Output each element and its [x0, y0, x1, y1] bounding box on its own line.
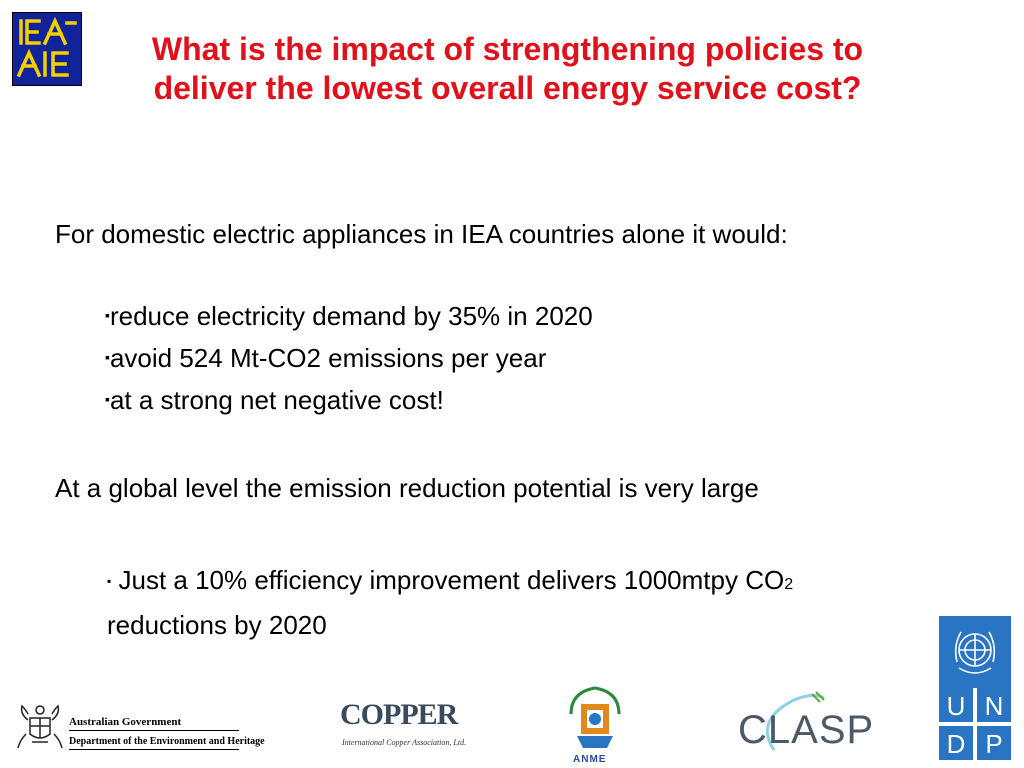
paragraph-global-potential: At a global level the emission reduction…	[55, 473, 759, 503]
copper-subtitle: International Copper Association, Ltd.	[342, 738, 467, 747]
bullet-item-efficiency: ▪ Just a 10% efficiency improvement deli…	[107, 560, 827, 645]
bullet-marker: ▪	[105, 349, 110, 366]
bullet-item: ▪reduce electricity demand by 35% in 202…	[105, 296, 905, 338]
bullet-item: ▪at a strong net negative cost!	[105, 380, 905, 422]
co2-subscript: 2	[784, 576, 794, 593]
anme-wordmark: ANME	[573, 754, 607, 765]
bullet-item: ▪avoid 524 Mt-CO2 emissions per year	[105, 338, 905, 380]
australian-government-logo: Australian Government Department of the …	[14, 700, 265, 754]
bullet-text-a: Just a 10% efficiency improvement delive…	[111, 565, 785, 595]
bullet-list-domestic: ▪reduce electricity demand by 35% in 202…	[105, 296, 905, 422]
anme-logo: ANME	[555, 684, 635, 766]
anme-emblem-icon	[569, 686, 621, 748]
slide-title: What is the impact of strengthening poli…	[151, 31, 864, 106]
bullet-marker: ▪	[107, 574, 112, 588]
iea-logo	[12, 12, 82, 86]
bullet-text: reduce electricity demand by 35% in 2020	[109, 301, 593, 331]
clasp-swoosh-icon	[765, 691, 825, 751]
undp-letter: U	[939, 688, 973, 722]
undp-letter: P	[977, 726, 1011, 760]
undp-letter: D	[939, 726, 973, 760]
bullet-text: at a strong net negative cost!	[109, 385, 444, 416]
australian-government-text: Australian Government	[69, 716, 182, 728]
clasp-wordmark: CLASP	[738, 708, 875, 752]
copper-logo: COPPER International Copper Association,…	[340, 698, 466, 748]
undp-logo: U N D P	[939, 616, 1011, 760]
clasp-logo: CLASP	[734, 690, 873, 756]
bullet-marker: ▪	[105, 307, 110, 324]
un-emblem-panel	[939, 616, 1011, 688]
department-text: Department of the Environment and Herita…	[69, 736, 265, 747]
bullet-marker: ▪	[105, 391, 110, 408]
bullet-text: avoid 524 Mt-CO2 emissions per year	[109, 343, 547, 374]
undp-letter-grid: U N D P	[939, 688, 1011, 760]
coat-of-arms-icon	[17, 704, 63, 749]
paragraph-domestic-appliances: For domestic electric appliances in IEA …	[55, 219, 788, 249]
bullet-text-b: reductions by 2020	[107, 610, 327, 640]
undp-letter: N	[977, 688, 1011, 722]
divider	[69, 749, 239, 750]
un-emblem-icon	[954, 631, 996, 674]
divider	[69, 730, 239, 731]
copper-wordmark: COPPER	[340, 698, 458, 731]
